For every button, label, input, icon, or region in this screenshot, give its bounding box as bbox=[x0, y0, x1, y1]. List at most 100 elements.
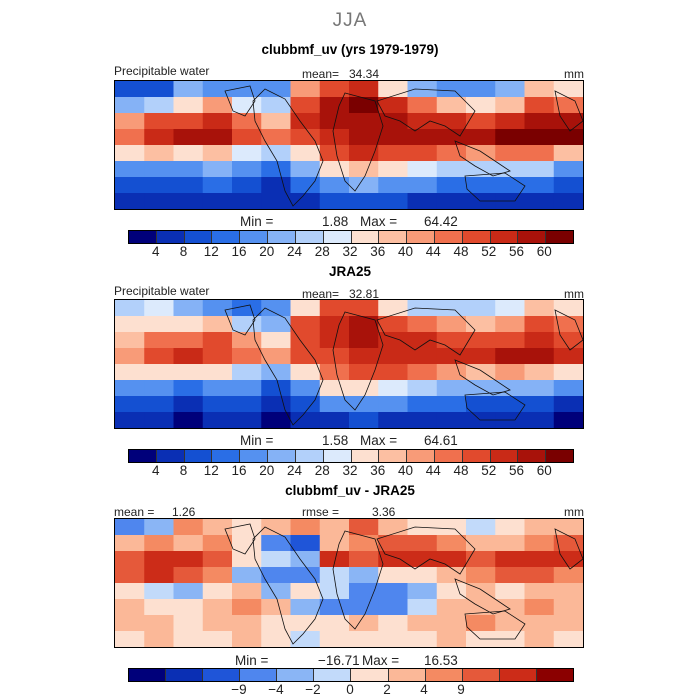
heatmap-cell bbox=[290, 535, 321, 552]
colorbar-tick-label: −9 bbox=[231, 682, 247, 697]
colorbar-swatch bbox=[166, 669, 204, 681]
heatmap-cell bbox=[202, 161, 233, 178]
heatmap-cell bbox=[261, 97, 292, 114]
heatmap-cell bbox=[202, 177, 233, 194]
colorbar-swatch bbox=[323, 231, 352, 243]
panel2-max-label: Max = bbox=[360, 433, 398, 448]
heatmap-cell bbox=[436, 113, 467, 130]
heatmap-cell bbox=[349, 583, 379, 600]
heatmap-cell bbox=[349, 551, 379, 568]
colorbar-tick-label: 28 bbox=[314, 244, 330, 259]
heatmap-cell bbox=[290, 631, 321, 647]
heatmap-cell bbox=[290, 519, 321, 536]
panel2-min-value: 1.58 bbox=[322, 433, 349, 448]
heatmap-cell bbox=[261, 193, 292, 209]
panel2-mean-label: mean= bbox=[302, 287, 340, 301]
heatmap-cell bbox=[407, 348, 438, 365]
coastline bbox=[332, 92, 384, 192]
heatmap-cell bbox=[144, 316, 175, 333]
heatmap-cell bbox=[115, 396, 145, 413]
colorbar-swatch bbox=[314, 669, 352, 681]
heatmap-cell bbox=[378, 535, 409, 552]
heatmap-cell bbox=[319, 97, 350, 114]
heatmap-cell bbox=[319, 396, 350, 413]
heatmap-cell bbox=[173, 348, 204, 365]
heatmap-cell bbox=[349, 567, 379, 584]
heatmap-cell bbox=[466, 316, 496, 333]
heatmap-cell bbox=[319, 380, 350, 397]
heatmap-cell bbox=[173, 551, 204, 568]
heatmap-cell bbox=[524, 161, 555, 178]
heatmap-cell bbox=[436, 615, 467, 632]
heatmap-cell bbox=[495, 300, 526, 317]
colorbar-tick-label: 52 bbox=[481, 463, 497, 478]
heatmap-cell bbox=[378, 599, 409, 616]
heatmap-cell bbox=[115, 364, 145, 381]
heatmap-cell bbox=[261, 81, 292, 98]
heatmap-cell bbox=[144, 631, 175, 647]
colorbar-swatch bbox=[536, 669, 573, 681]
colorbar-tick-label: 40 bbox=[397, 244, 414, 259]
heatmap-cell bbox=[524, 364, 555, 381]
heatmap-cell bbox=[232, 631, 262, 647]
heatmap-cell bbox=[495, 519, 526, 536]
heatmap-cell bbox=[261, 300, 292, 317]
heatmap-cell bbox=[553, 583, 583, 600]
heatmap-cell bbox=[349, 145, 379, 162]
heatmap-cell bbox=[173, 113, 204, 130]
heatmap-cell bbox=[319, 519, 350, 536]
heatmap-cell bbox=[378, 97, 409, 114]
panel1-colorbar bbox=[128, 230, 574, 244]
heatmap-cell bbox=[319, 316, 350, 333]
coastline bbox=[224, 304, 256, 336]
heatmap-cell bbox=[319, 113, 350, 130]
colorbar-swatch bbox=[351, 669, 389, 681]
panel2-min-label: Min = bbox=[240, 433, 274, 448]
heatmap-cell bbox=[495, 177, 526, 194]
heatmap-cell bbox=[232, 300, 262, 317]
heatmap-cell bbox=[524, 396, 555, 413]
heatmap-cell bbox=[524, 177, 555, 194]
heatmap-cell bbox=[144, 599, 175, 616]
heatmap-cell bbox=[232, 396, 262, 413]
heatmap-cell bbox=[261, 316, 292, 333]
heatmap-cell bbox=[407, 316, 438, 333]
heatmap-cell bbox=[407, 332, 438, 349]
heatmap-cell bbox=[144, 567, 175, 584]
colorbar-tick-label: 28 bbox=[314, 463, 330, 478]
heatmap-cell bbox=[378, 316, 409, 333]
colorbar-swatch bbox=[407, 231, 435, 243]
heatmap-cell bbox=[319, 583, 350, 600]
heatmap-cell bbox=[319, 615, 350, 632]
heatmap-cell bbox=[349, 412, 379, 428]
heatmap-cell bbox=[407, 396, 438, 413]
panel1-title: clubbmf_uv (yrs 1979-1979) bbox=[261, 42, 439, 57]
coastline bbox=[376, 307, 476, 356]
heatmap-cell bbox=[466, 129, 496, 146]
heatmap-cell bbox=[349, 535, 379, 552]
colorbar-swatch bbox=[212, 231, 241, 243]
heatmap-cell bbox=[378, 396, 409, 413]
heatmap-cell bbox=[407, 412, 438, 428]
heatmap-cell bbox=[524, 380, 555, 397]
heatmap-cell bbox=[466, 97, 496, 114]
heatmap-cell bbox=[290, 145, 321, 162]
heatmap-cell bbox=[290, 364, 321, 381]
heatmap-cell bbox=[202, 364, 233, 381]
panel1-units: mm bbox=[564, 67, 584, 81]
heatmap-cell bbox=[436, 177, 467, 194]
heatmap-cell bbox=[436, 519, 467, 536]
colorbar-swatch bbox=[518, 231, 547, 243]
colorbar-tick-label: 52 bbox=[481, 244, 497, 259]
panel2-units: mm bbox=[564, 287, 584, 301]
heatmap-cell bbox=[553, 380, 583, 397]
heatmap-cell bbox=[553, 316, 583, 333]
heatmap-cell bbox=[524, 599, 555, 616]
heatmap-cell bbox=[495, 567, 526, 584]
colorbar-tick-label: 4 bbox=[420, 682, 428, 697]
heatmap-cell bbox=[407, 161, 438, 178]
colorbar-tick-label: 60 bbox=[536, 244, 552, 259]
heatmap-cell bbox=[232, 161, 262, 178]
heatmap-cell bbox=[319, 193, 350, 209]
heatmap-cell bbox=[466, 113, 496, 130]
